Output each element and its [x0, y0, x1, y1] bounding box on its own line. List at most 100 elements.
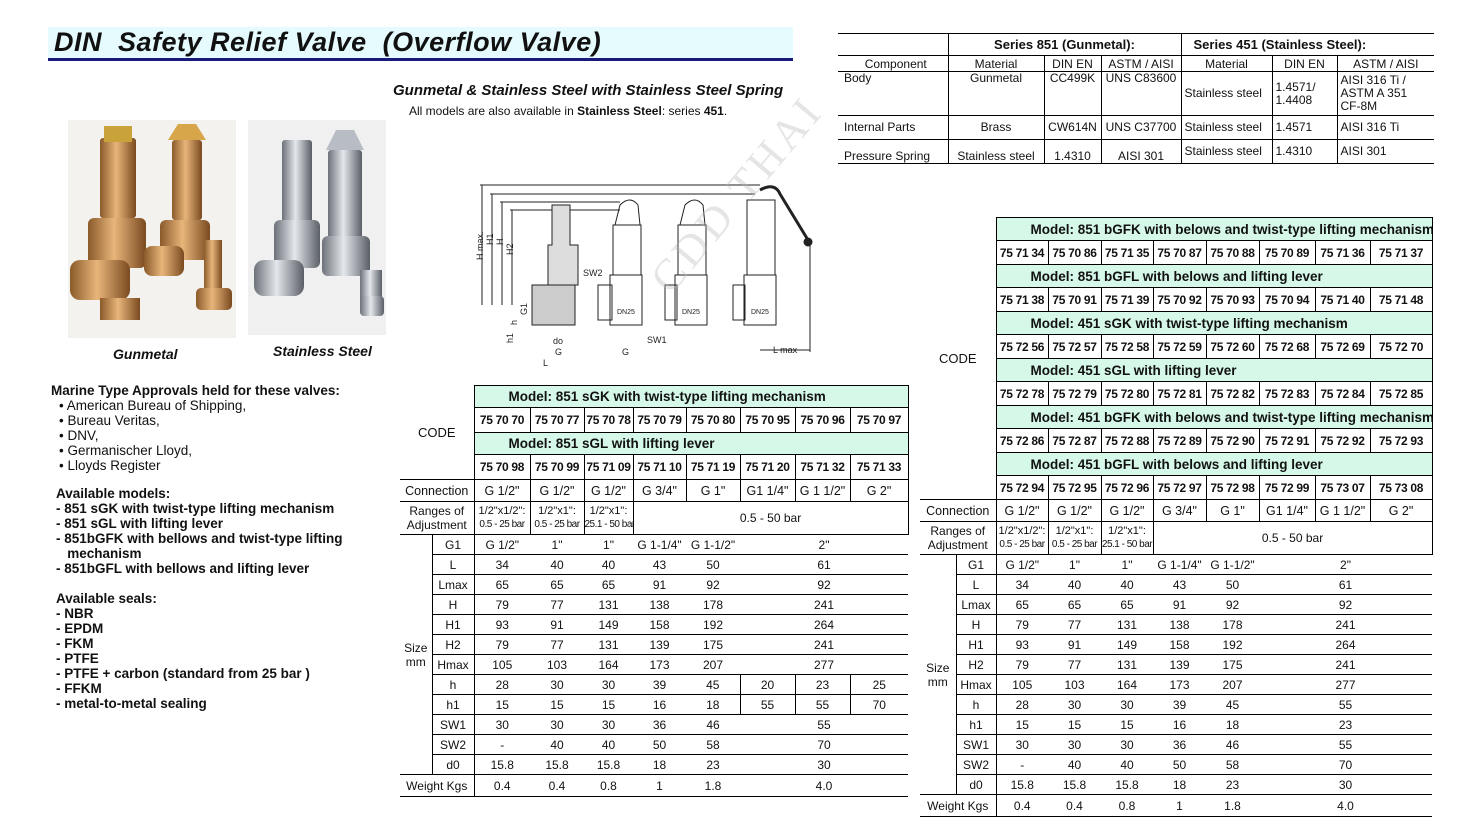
- column-header: DIN EN: [1271, 55, 1337, 72]
- code-row: 75 72 56 75 72 57 75 72 58 75 72 59 75 72 60…: [920, 334, 1433, 359]
- range-cell: 1/2"x1/2": 0.5 - 25 bar: [995, 521, 1049, 555]
- material-cell: Pressure Spring: [838, 139, 948, 164]
- title-banner: DIN Safety Relief Valve (Overflow Valve): [48, 27, 793, 61]
- size-value: 131: [1101, 654, 1153, 675]
- material-cell: Stainless steel: [947, 139, 1044, 164]
- material-cell: Stainless steel: [1180, 115, 1272, 140]
- size-param: H: [431, 594, 475, 615]
- series-851-header: Series 851 (Gunmetal):: [947, 33, 1181, 56]
- series-note: All models are also available in Stainle…: [409, 104, 727, 118]
- size-param: h: [431, 674, 475, 695]
- size-value: 131: [584, 634, 633, 655]
- size-param: H: [955, 614, 997, 635]
- size-value: 277: [740, 654, 909, 675]
- size-value: G 1-1/4": [1153, 554, 1206, 575]
- ranges-row: Ranges of Adjustment 1/2"x1/2": 0.5 - 25 b…: [920, 521, 1433, 555]
- model-item: - 851 sGK with twist-type lifting mechan…: [56, 501, 335, 516]
- weight-value: 1: [633, 774, 686, 797]
- material-cell: UNS C37700: [1100, 115, 1181, 140]
- material-cell: Gunmetal: [947, 71, 1044, 116]
- size-value: 23: [794, 674, 850, 695]
- size-value: 30: [530, 674, 584, 695]
- connection-cell: G 3/4": [1152, 499, 1207, 522]
- size-value: 70: [740, 734, 909, 755]
- label-dn25: DN25: [617, 309, 635, 316]
- size-value: 16: [633, 694, 686, 715]
- code-cell: 75 70 94: [1258, 287, 1316, 312]
- code-cell: 75 70 91: [1047, 287, 1102, 312]
- approvals-heading: Marine Type Approvals held for these val…: [51, 383, 340, 398]
- size-value: 173: [1153, 674, 1206, 695]
- size-row: Size mm G1 G 1/2" 1" 1" G 1-1/4" G 1-1/2" 2": [400, 534, 909, 775]
- column-header: Material: [947, 55, 1044, 72]
- size-value: 264: [740, 614, 909, 635]
- weight-value: 0.4: [530, 774, 584, 797]
- connection-label: Connection: [920, 499, 997, 522]
- approval-item: • Germanischer Lloyd,: [59, 443, 193, 458]
- size-value: 15: [996, 714, 1048, 735]
- code-cell: 75 72 92: [1314, 428, 1371, 453]
- size-value: 55: [1259, 734, 1433, 755]
- code-cell: 75 71 10: [632, 454, 687, 480]
- size-param: d0: [955, 774, 997, 795]
- size-value: 30: [1048, 734, 1101, 755]
- size-row: Lmax 65 65 65 91 92 92: [920, 594, 1433, 615]
- size-value: 103: [1048, 674, 1101, 695]
- size-value: 164: [584, 654, 633, 675]
- material-cell: CW614N: [1043, 115, 1101, 140]
- size-value: 91: [1048, 634, 1101, 655]
- material-cell: Internal Parts: [838, 115, 948, 140]
- code-cell: 75 71 32: [794, 454, 851, 480]
- size-value: 70: [1259, 754, 1433, 775]
- code-cell: 75 72 59: [1152, 334, 1207, 359]
- code-cell: 75 72 69: [1314, 334, 1371, 359]
- connection-cell: G 1 1/2": [794, 479, 851, 502]
- size-value: 18: [686, 694, 740, 715]
- size-value: 1": [530, 534, 584, 555]
- weight-value: 0.4: [474, 774, 530, 797]
- size-value: 65: [474, 574, 530, 595]
- label-sw2: SW2: [583, 268, 603, 278]
- size-value: 192: [686, 614, 740, 635]
- materials-table: Series 851 (Gunmetal): Series 451 (Stainl…: [838, 33, 1434, 164]
- range-cell: 1/2"x1": 25.1 - 50 bar: [583, 501, 634, 535]
- size-value: 2": [1259, 554, 1433, 575]
- size-value: 50: [1153, 754, 1206, 775]
- size-param: G1: [955, 554, 997, 575]
- size-value: 16: [1153, 714, 1206, 735]
- model-header: Model: 451 sGL with lifting lever: [995, 358, 1433, 382]
- gunmetal-valve-image: [70, 124, 232, 320]
- seal-item: - PTFE: [56, 651, 99, 666]
- size-value: 1": [1101, 554, 1153, 575]
- range-size: 1/2"x1":: [589, 505, 628, 517]
- model-row: Model: 451 bGFL with belows and lifting …: [920, 452, 1433, 476]
- code-cell: 75 72 70: [1369, 334, 1433, 359]
- code-cell: 75 71 37: [1369, 240, 1433, 265]
- size-value: 207: [686, 654, 740, 675]
- stainless-valve-image: [254, 130, 384, 316]
- code-cell: 75 70 96: [794, 407, 851, 433]
- label-dn25: DN25: [682, 309, 700, 316]
- models-section: Available models: - 851 sGK with twist-t…: [56, 486, 343, 576]
- models-heading: Available models:: [56, 486, 171, 501]
- size-value: 192: [1206, 634, 1259, 655]
- size-value: G 1-1/2": [1206, 554, 1259, 575]
- column-header: ASTM / AISI: [1336, 55, 1434, 72]
- column-header: DIN EN: [1043, 55, 1101, 72]
- size-row: h1 15 15 15 16 18 23: [920, 714, 1433, 735]
- size-value: 105: [474, 654, 530, 675]
- size-value: 131: [1101, 614, 1153, 635]
- code-cell: 75 71 19: [685, 454, 741, 480]
- code-cell: 75 71 34: [995, 240, 1049, 265]
- model-item: mechanism: [56, 546, 142, 561]
- code-label: CODE: [920, 217, 997, 500]
- code-cell: 75 72 99: [1258, 475, 1316, 500]
- stainless-caption: Stainless Steel: [273, 343, 372, 359]
- size-param: H1: [431, 614, 475, 635]
- label-lmax: L max: [773, 345, 798, 355]
- size-value: 15.8: [1101, 774, 1153, 795]
- code-cell: 75 72 96: [1100, 475, 1154, 500]
- size-value: 92: [1259, 594, 1433, 615]
- size-value: 40: [1101, 754, 1153, 775]
- size-value: 138: [633, 594, 686, 615]
